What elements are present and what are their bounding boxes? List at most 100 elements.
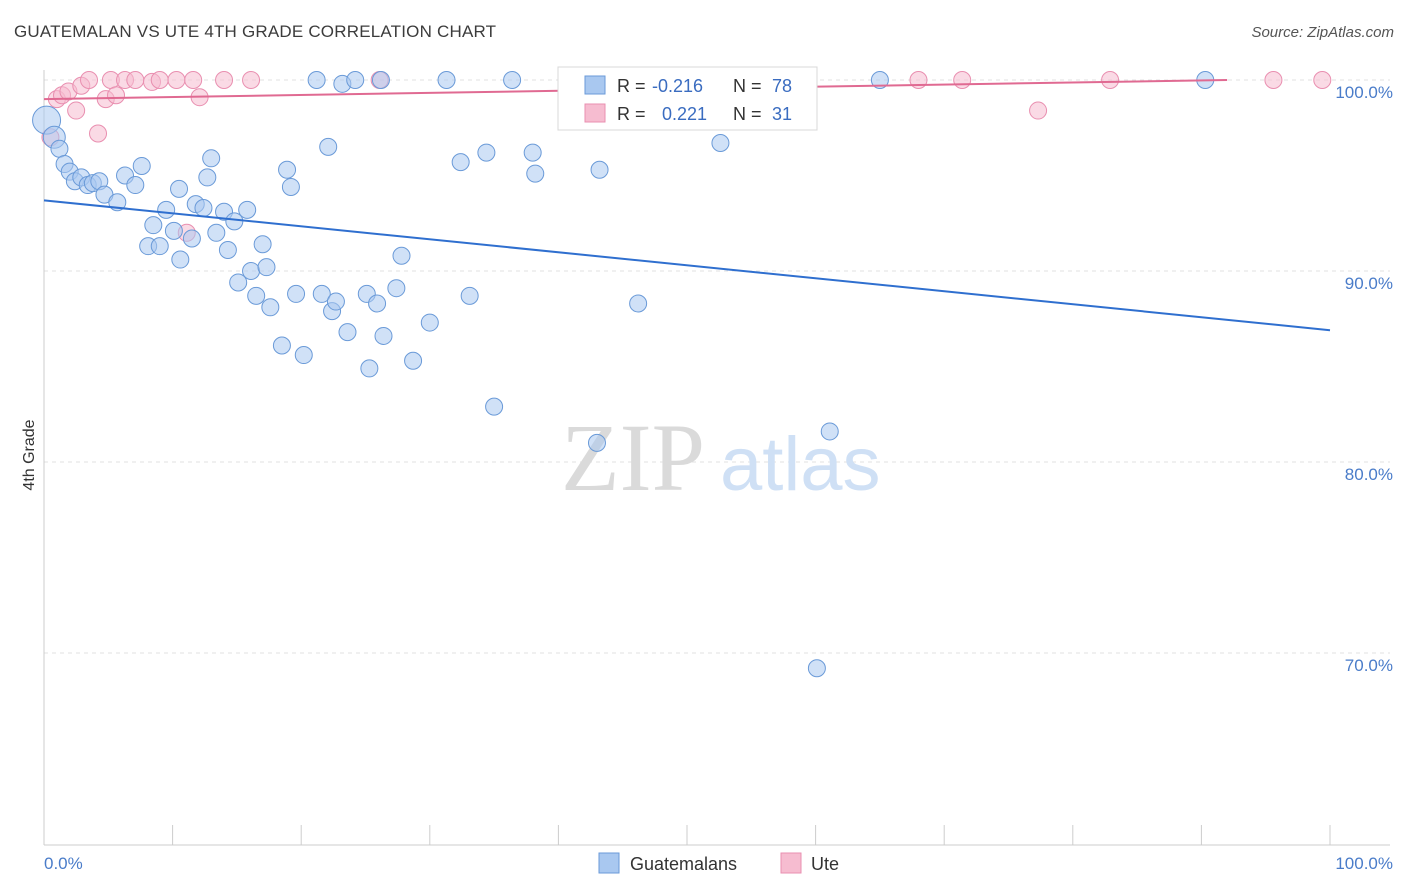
guatemalan-point xyxy=(257,258,276,277)
guatemalan-point xyxy=(629,294,648,313)
y-tick-labels: 100.0% 90.0% 80.0% 70.0% xyxy=(1335,83,1393,675)
correlation-legend: R = -0.216 N = 78 R = 0.221 N = 31 xyxy=(557,66,818,131)
guatemalan-point xyxy=(437,71,456,89)
guatemalan-point xyxy=(294,346,313,365)
guatemalan-point xyxy=(218,240,237,259)
guatemalan-point xyxy=(360,359,379,378)
axes xyxy=(43,70,1390,846)
guatemalan-point xyxy=(171,250,190,269)
guatemalan-point xyxy=(420,313,439,332)
bottom-legend-ute: Ute xyxy=(811,854,839,874)
legend-n-label-2: N = xyxy=(733,104,762,124)
ute-point xyxy=(80,71,99,89)
guatemalan-point xyxy=(503,71,522,89)
legend-n-label-1: N = xyxy=(733,76,762,96)
watermark: ZIP atlas xyxy=(561,404,881,511)
guatemalan-point xyxy=(371,71,390,89)
guatemalan-point xyxy=(326,292,345,311)
guatemalan-point xyxy=(485,397,504,416)
guatemalan-point xyxy=(194,198,213,217)
guatemalan-point xyxy=(261,298,280,317)
legend-r-label-1: R = xyxy=(617,76,646,96)
legend-r-value-2: 0.221 xyxy=(662,104,707,124)
guatemalan-point xyxy=(170,179,189,198)
bottom-legend-swatch-ute xyxy=(780,852,802,874)
bottom-legend-swatch-guatemalans xyxy=(598,852,620,874)
ute-point xyxy=(107,86,126,105)
guatemalan-point xyxy=(132,156,151,175)
bottom-legend-guatemalans: Guatemalans xyxy=(630,854,737,874)
guatemalan-trend-line xyxy=(43,199,1331,332)
guatemalan-point xyxy=(144,216,163,235)
guatemalan-point xyxy=(253,235,272,254)
guatemalan-point xyxy=(404,351,423,370)
chart-title: GUATEMALAN VS UTE 4TH GRADE CORRELATION … xyxy=(14,22,497,41)
x-tick-label-0: 0.0% xyxy=(44,854,83,873)
guatemalan-point xyxy=(272,336,291,355)
guatemalan-point xyxy=(477,143,496,162)
grid-lines xyxy=(44,79,1390,654)
watermark-atlas: atlas xyxy=(720,422,881,507)
guatemalan-point xyxy=(164,221,183,240)
source-label: Source: ZipAtlas.com xyxy=(1251,24,1394,41)
ute-point xyxy=(150,71,169,89)
ute-point xyxy=(184,71,203,89)
guatemalan-point xyxy=(451,153,470,172)
guatemalan-point xyxy=(387,279,406,298)
x-tick-label-1: 100.0% xyxy=(1335,854,1393,873)
guatemalan-point xyxy=(319,137,338,156)
guatemalan-point xyxy=(50,139,69,158)
guatemalan-point xyxy=(526,164,545,183)
ute-point xyxy=(1101,71,1120,89)
guatemalan-point xyxy=(198,168,217,187)
legend-swatch-ute xyxy=(584,103,606,123)
guatemalan-point xyxy=(150,237,169,256)
guatemalan-point xyxy=(287,284,306,303)
guatemalan-point xyxy=(870,71,889,89)
y-tick-label-3: 70.0% xyxy=(1345,656,1393,675)
ute-point xyxy=(215,71,234,89)
y-axis-title: 4th Grade xyxy=(21,419,38,490)
guatemalan-point xyxy=(338,323,357,342)
guatemalan-point xyxy=(126,176,145,195)
guatemalan-point xyxy=(374,326,393,345)
legend-n-value-1: 78 xyxy=(772,76,792,96)
ute-point xyxy=(89,124,108,143)
y-tick-label-1: 90.0% xyxy=(1345,274,1393,293)
guatemalan-point xyxy=(523,143,542,162)
guatemalan-point xyxy=(590,160,609,179)
guatemalan-point xyxy=(460,286,479,305)
guatemalan-point xyxy=(711,134,730,153)
guatemalan-point xyxy=(229,273,248,292)
guatemalan-point xyxy=(207,223,226,242)
guatemalan-point xyxy=(202,149,221,168)
ute-point xyxy=(242,71,261,89)
guatemalan-point xyxy=(242,262,261,280)
ute-point xyxy=(1264,71,1283,89)
ute-point xyxy=(1029,101,1048,120)
ute-point xyxy=(67,101,86,120)
legend-r-label-2: R = xyxy=(617,104,646,124)
guatemalan-point xyxy=(281,177,300,196)
ute-point xyxy=(167,71,186,89)
y-tick-label-2: 80.0% xyxy=(1345,465,1393,484)
ute-point xyxy=(1313,71,1332,89)
y-tick-label-0: 100.0% xyxy=(1335,83,1393,102)
guatemalan-point xyxy=(312,284,331,303)
x-tick-labels: 0.0% 100.0% xyxy=(44,854,1393,873)
guatemalan-point xyxy=(157,200,176,219)
guatemalan-point xyxy=(278,160,297,179)
guatemalan-point xyxy=(238,200,257,219)
legend-n-value-2: 31 xyxy=(772,104,792,124)
guatemalan-point xyxy=(182,229,201,248)
series-legend: Guatemalans Ute xyxy=(598,852,839,874)
guatemalan-point xyxy=(820,422,839,441)
guatemalan-point xyxy=(807,659,826,678)
legend-r-value-1: -0.216 xyxy=(652,76,703,96)
legend-swatch-guatemalans xyxy=(584,75,606,95)
ute-point xyxy=(126,71,145,89)
guatemalan-point xyxy=(307,71,326,89)
watermark-zip: ZIP xyxy=(561,404,705,511)
guatemalan-point xyxy=(368,294,387,313)
